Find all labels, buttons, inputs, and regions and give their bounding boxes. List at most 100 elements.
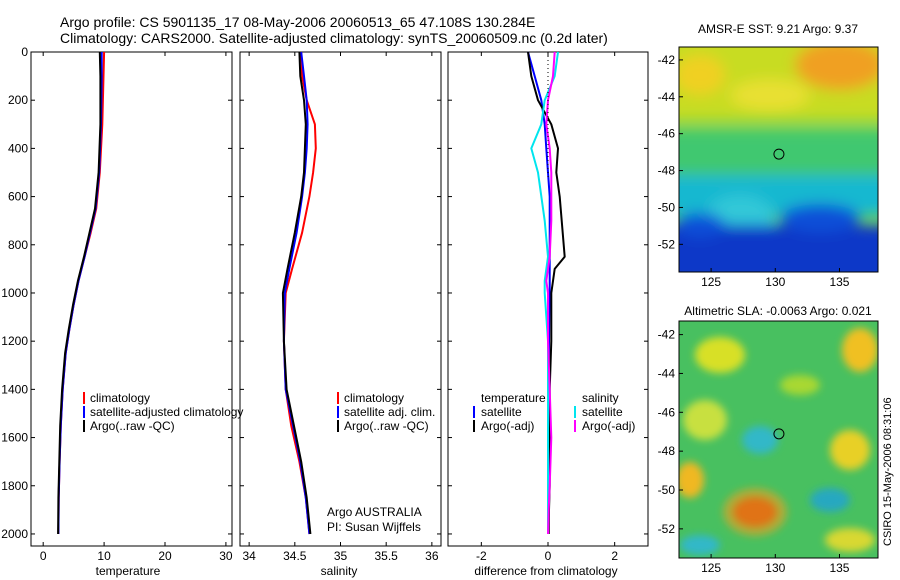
sla-high-patch [830, 430, 870, 470]
y-tick-label: 400 [8, 141, 28, 155]
series-line-salinity-satellite [530, 51, 559, 534]
y-tick-label: 800 [8, 238, 28, 252]
legend-title-salinity: salinity [582, 391, 619, 405]
x-tick-label: 0 [40, 549, 47, 563]
legend-label-satellite: satellite-adjusted climatology [90, 405, 243, 419]
y-tick-label: 1000 [1, 286, 28, 300]
y-tick-label: 2000 [1, 527, 28, 541]
map-y-tick-label: -46 [658, 405, 676, 419]
x-tick-label: 2 [611, 549, 618, 563]
map-y-tick-label: -48 [658, 444, 676, 458]
legend-label-climatology: climatology [90, 391, 150, 405]
legend-label-temp-argo: Argo(-adj) [481, 419, 534, 433]
y-tick-label: 1600 [1, 431, 28, 445]
sla-high-patch [695, 337, 745, 373]
salinity-legend: climatology satellite adj. clim. Argo(..… [337, 391, 435, 433]
sla-high-patch [780, 375, 820, 395]
x-tick-label: 34 [242, 549, 256, 563]
sla-heatmap [679, 321, 878, 558]
sst-cold-patch [679, 213, 725, 237]
series-line-climatology [282, 51, 317, 535]
salinity-xlabel: salinity [321, 564, 358, 578]
sla-low-patch [680, 535, 720, 555]
figure-title-line1: Argo profile: CS 5901135_17 08-May-2006 … [60, 14, 535, 30]
sla-high-patch [825, 528, 875, 552]
x-tick-label: 30 [219, 549, 233, 563]
sla-high-patch [723, 488, 787, 536]
sst-warm-patch [730, 79, 810, 111]
x-tick-label: 0 [545, 549, 552, 563]
legend-label-argo: Argo(..raw -QC) [90, 419, 175, 433]
sla-high-patch [683, 400, 727, 440]
series-line-climatology [57, 51, 106, 535]
difference-plot: -2 0 2 [448, 51, 648, 563]
salinity-panel-frame [239, 51, 442, 547]
salinity-plot: 34 34.5 35 35.5 36 [240, 51, 441, 563]
y-tick-label: 1800 [1, 479, 28, 493]
legend-label-climatology: climatology [344, 391, 404, 405]
legend-label-satellite: satellite adj. clim. [344, 405, 435, 419]
sla-low-patch [810, 488, 850, 512]
x-tick-label: -2 [476, 549, 487, 563]
map-y-tick-label: -52 [658, 522, 676, 536]
map-y-tick-label: -48 [658, 164, 676, 178]
legend-label-sal-satellite: satellite [582, 405, 623, 419]
series-line-argo-raw-qc [281, 51, 312, 535]
map-x-tick-label: 130 [765, 561, 785, 575]
temperature-xlabel: temperature [96, 564, 161, 578]
sst-map-title: AMSR-E SST: 9.21 Argo: 9.37 [698, 22, 858, 36]
series-line-satellite-adjusted-climatology [57, 52, 103, 535]
sst-warm-patch [679, 55, 725, 95]
sla-high-patch [679, 462, 704, 498]
sst-heatmap [679, 47, 878, 272]
sla-low-patch [742, 426, 778, 454]
sla-high-patch [842, 328, 878, 372]
y-tick-label: 600 [8, 190, 28, 204]
map-y-tick-label: -52 [658, 237, 676, 251]
temperature-panel-frame [30, 51, 233, 547]
map-y-tick-label: -50 [658, 200, 676, 214]
sst-cold-patch [780, 204, 860, 232]
difference-xlabel: difference from climatology [474, 564, 617, 578]
argo-position-marker [773, 428, 785, 440]
map-x-tick-label: 125 [701, 275, 721, 289]
map-x-tick-label: 135 [829, 561, 849, 575]
map-x-tick-label: 130 [765, 275, 785, 289]
map-x-tick-label: 125 [701, 561, 721, 575]
legend-label-argo: Argo(..raw -QC) [344, 419, 429, 433]
sst-axes: -42 -44 -46 -48 -50 -52 125 130 135 [658, 53, 850, 289]
argo-australia-label: Argo AUSTRALIA [327, 505, 422, 519]
x-tick-label: 35 [334, 549, 348, 563]
map-x-tick-label: 135 [829, 275, 849, 289]
x-tick-label: 20 [158, 549, 172, 563]
x-tick-label: 10 [97, 549, 111, 563]
map-y-tick-label: -44 [658, 366, 676, 380]
series-line-argo-raw-qc [57, 51, 102, 535]
y-tick-label: 0 [21, 45, 28, 59]
map-y-tick-label: -44 [658, 90, 676, 104]
sla-axes: -42 -44 -46 -48 -50 -52 125 130 135 [658, 328, 850, 575]
temperature-plot: 0 200 400 600 800 1000 1200 1400 1600 1800 2000 0 10… [1, 45, 233, 563]
sst-warm-patch [795, 47, 878, 90]
x-tick-label: 36 [425, 549, 439, 563]
sla-map-title: Altimetric SLA: -0.0063 Argo: 0.021 [684, 304, 872, 318]
sst-cool-band [679, 175, 878, 215]
y-tick-label: 1400 [1, 382, 28, 396]
sst-map-frame [678, 46, 879, 273]
map-y-tick-label: -42 [658, 53, 676, 67]
map-y-tick-label: -42 [658, 328, 676, 342]
map-y-tick-label: -46 [658, 127, 676, 141]
y-tick-label: 200 [8, 93, 28, 107]
argo-position-marker [773, 148, 785, 160]
pi-label: PI: Susan Wijffels [327, 520, 421, 534]
sla-map-frame [678, 320, 879, 559]
temperature-legend: climatology satellite-adjusted climatolo… [83, 391, 243, 433]
legend-label-sal-argo: Argo(-adj) [582, 419, 635, 433]
series-line-salinity-argo-adj [545, 51, 556, 535]
legend-label-temp-satellite: satellite [481, 405, 522, 419]
x-tick-label: 34.5 [283, 549, 307, 563]
difference-legend: temperature salinity satellite Argo(-adj… [473, 391, 635, 433]
footer-stamp: CSIRO 15-May-2006 08:31:06 [882, 397, 894, 546]
legend-title-temperature: temperature [481, 391, 546, 405]
